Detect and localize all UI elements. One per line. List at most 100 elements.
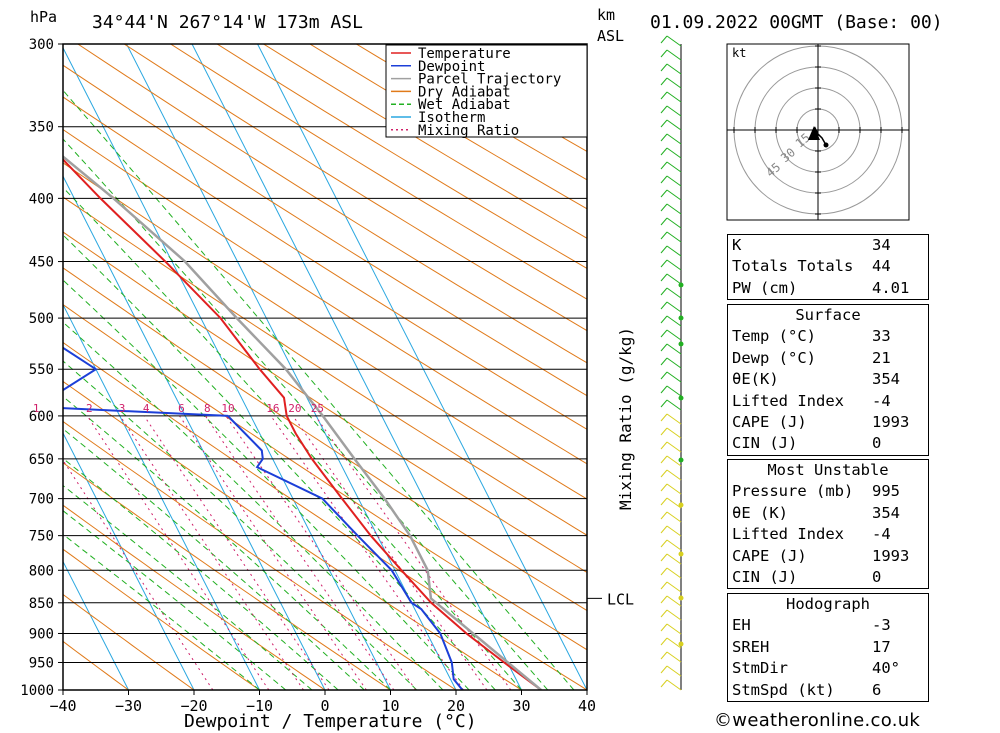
wind-level-marker — [678, 551, 684, 557]
wet-adiabat-line — [63, 457, 339, 690]
mixing-ratio-tick-label: 8 — [204, 402, 211, 415]
dry-adiabat-line — [63, 341, 587, 690]
wind-barb-shaft — [666, 175, 682, 187]
wet-adiabat-line — [63, 510, 287, 690]
temperature-tick-label: −20 — [180, 697, 207, 715]
storm-motion-marker — [808, 126, 820, 140]
legend-label: Dewpoint — [418, 59, 485, 75]
wind-barb-flag — [660, 77, 668, 86]
dry-adiabat-line — [63, 420, 457, 690]
wind-barb-flag — [660, 161, 668, 170]
hodograph-unit-label: kt — [732, 46, 746, 60]
sounding-profiles — [63, 155, 542, 690]
mixing-ratio-axis-title: Mixing Ratio (g/kg) — [616, 327, 635, 510]
wind-barb-shaft — [666, 511, 682, 523]
datetime-title: 01.09.2022 00GMT (Base: 00) — [650, 12, 943, 33]
wind-barb-shaft — [666, 539, 682, 551]
wind-barb-flag — [660, 553, 668, 562]
wind-barb-flag — [660, 105, 668, 114]
mu-value: 995 — [872, 482, 900, 501]
isotherm-line — [63, 432, 195, 690]
wind-barb-shaft — [666, 525, 682, 537]
pressure-tick-label: 700 — [29, 492, 54, 508]
hodograph-table: Hodograph EH -3 SREH 17 StmDir 40° StmSpd (kt)… — [727, 593, 929, 702]
pressure-tick-label: 900 — [29, 626, 54, 642]
mu-value: 0 — [872, 567, 882, 586]
dry-adiabat-line — [263, 44, 587, 239]
hodograph-row: StmDir 40° — [728, 658, 928, 679]
km-label: km — [597, 6, 615, 24]
mixing-ratio-line — [204, 415, 395, 690]
wind-level-marker — [678, 282, 684, 288]
surface-label: Lifted Index — [732, 391, 844, 410]
hodograph-value: -3 — [872, 616, 891, 635]
dewpoint-profile — [63, 346, 464, 690]
wind-barb-flag — [660, 665, 668, 674]
wind-barb-flag — [660, 525, 668, 534]
hodograph-end-dot — [823, 142, 829, 148]
wind-barb-flag — [660, 35, 668, 44]
wind-level-marker — [678, 595, 684, 601]
temperature-tick-label: 0 — [320, 697, 329, 715]
wind-barb-shaft — [666, 301, 682, 313]
isotherm-line — [63, 175, 326, 690]
wind-barb-shaft — [666, 273, 682, 285]
legend-label: Isotherm — [418, 110, 485, 126]
wind-barb-shaft — [666, 161, 682, 173]
wind-barb-shaft — [666, 259, 682, 271]
totals-totals-label: Totals Totals — [732, 257, 854, 276]
wind-barb-flag — [660, 469, 668, 478]
pressure-tick-label: 650 — [29, 452, 54, 468]
mu-row: CIN (J) 0 — [728, 567, 928, 588]
dry-adiabat-line — [63, 64, 587, 397]
mu-label: CIN (J) — [732, 567, 798, 586]
wind-barb-flag — [660, 595, 668, 604]
legend-label: Parcel Trajectory — [418, 72, 561, 88]
surface-label: Temp (°C) — [732, 327, 816, 346]
hodograph-row: StmSpd (kt) 6 — [728, 680, 928, 701]
mu-label: θE (K) — [732, 503, 788, 522]
wind-barb-flag — [660, 567, 668, 576]
wind-barb-flag — [660, 483, 668, 492]
wind-profile-column — [660, 35, 684, 691]
wind-barb-flag — [660, 343, 668, 352]
mixing-ratio-tick-label: 20 — [288, 402, 301, 415]
wind-level-marker — [678, 341, 684, 347]
wind-barb-flag — [660, 679, 668, 688]
indices-table: K 34 Totals Totals 44 PW (cm) 4.01 — [727, 234, 929, 301]
mu-label: CAPE (J) — [732, 546, 807, 565]
wind-barb-flag — [660, 245, 668, 254]
pressure-tick-label: 300 — [29, 37, 54, 53]
pw-label: PW (cm) — [732, 278, 798, 297]
wind-barb-flag — [660, 399, 668, 408]
dry-adiabat-line — [63, 548, 260, 690]
isotherm-line — [63, 46, 391, 690]
wind-barb-shaft — [666, 231, 682, 243]
surface-row: θE(K) 354 — [728, 369, 928, 390]
wind-barb-flag — [660, 497, 668, 506]
wind-barb-shaft — [666, 77, 682, 89]
dry-adiabat-line — [63, 504, 326, 690]
wind-barb-flag — [660, 623, 668, 632]
wind-barb-shaft — [666, 287, 682, 299]
dry-adiabat-line — [77, 44, 587, 364]
surface-value: 0 — [872, 434, 882, 453]
wind-barb-flag — [660, 301, 668, 310]
wind-barb-shaft — [666, 455, 682, 467]
wind-barb-shaft — [666, 399, 682, 411]
wind-barb-flag — [660, 455, 668, 464]
wind-barb-shaft — [666, 147, 682, 159]
wind-barb-flag — [660, 441, 668, 450]
wind-level-marker — [678, 641, 684, 647]
wind-barb-shaft — [666, 343, 682, 355]
wind-barb-shaft — [666, 63, 682, 75]
surface-table: Surface Temp (°C) 33 Dewp (°C) 21 θE(K) 354 Li… — [727, 304, 929, 456]
dry-adiabat-line — [63, 96, 587, 430]
wind-barb-shaft — [666, 413, 682, 425]
wind-barb-flag — [660, 315, 668, 324]
wind-barb-shaft — [666, 217, 682, 229]
mu-row: θE (K) 354 — [728, 503, 928, 524]
surface-row: Lifted Index -4 — [728, 391, 928, 412]
